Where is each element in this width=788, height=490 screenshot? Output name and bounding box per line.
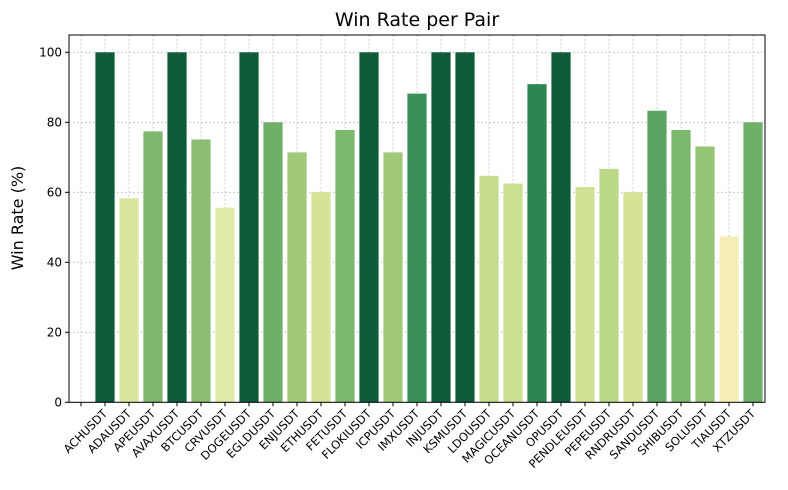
- bar-adausdt: [119, 198, 139, 403]
- bar-flokiusdt: [359, 52, 379, 403]
- bar-ethusdt: [311, 192, 331, 403]
- bar-enjusdt: [287, 152, 307, 403]
- bar-egldusdt: [263, 122, 283, 403]
- chart-title: Win Rate per Pair: [335, 9, 499, 31]
- bar-ldousdt: [479, 175, 499, 403]
- bar-dogeusdt: [239, 52, 259, 403]
- bar-pepeusdt: [599, 168, 619, 403]
- bar-opusdt: [551, 52, 571, 403]
- bar-btcusdt: [191, 139, 211, 403]
- y-tick-label: 20: [47, 325, 62, 339]
- bar-pendleusdt: [575, 187, 595, 403]
- y-tick-label: 60: [47, 185, 62, 199]
- bar-magicusdt: [503, 183, 523, 403]
- bar-imxusdt: [407, 93, 427, 403]
- bar-xtzusdt: [743, 122, 763, 403]
- bar-ksmusdt: [455, 52, 475, 403]
- y-tick-label: 0: [54, 395, 62, 409]
- bar-apeusdt: [143, 131, 163, 403]
- bar-shibusdt: [671, 130, 691, 403]
- y-tick-label: 100: [39, 45, 62, 59]
- y-tick-label: 40: [47, 255, 62, 269]
- bar-crvusdt: [215, 207, 235, 403]
- bar-tiausdt: [719, 236, 739, 403]
- bar-fetusdt: [335, 130, 355, 403]
- bar-avaxusdt: [167, 52, 187, 403]
- bar-oceanusdt: [527, 84, 547, 403]
- y-tick-label: 80: [47, 115, 62, 129]
- y-axis-label: Win Rate (%): [8, 166, 27, 271]
- bar-achusdt: [95, 52, 115, 403]
- bar-solusdt: [695, 146, 715, 403]
- bar-rndrusdt: [623, 192, 643, 403]
- bar-sandusdt: [647, 110, 667, 403]
- bar-injusdt: [431, 52, 451, 403]
- bar-icpusdt: [383, 152, 403, 403]
